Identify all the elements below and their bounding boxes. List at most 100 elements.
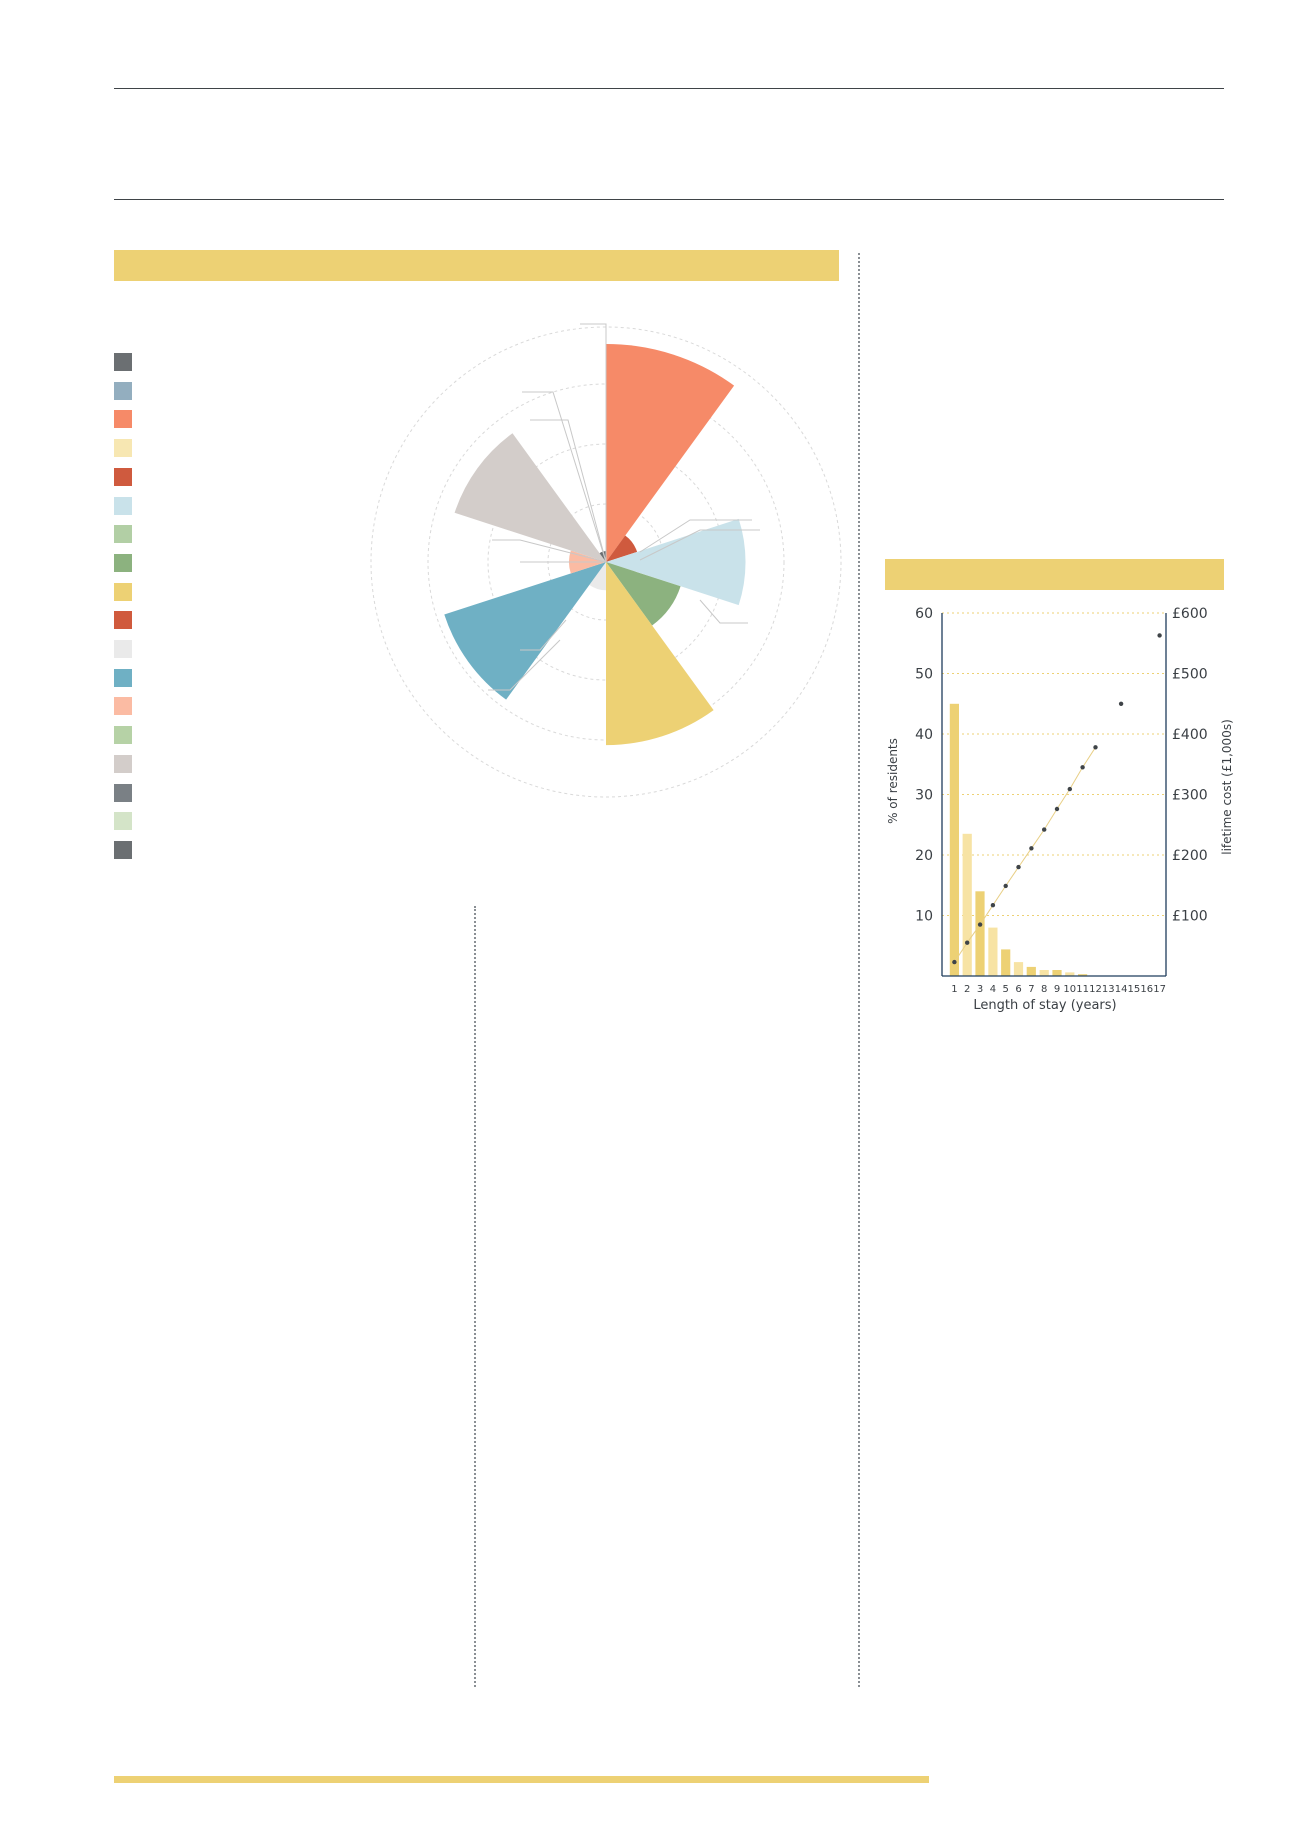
legend-swatch — [114, 467, 132, 486]
chart2-bar — [962, 833, 972, 976]
chart2-x-tick-label: 14 — [1115, 984, 1128, 995]
chart2-x-tick-label: 17 — [1153, 984, 1166, 995]
rose-segment — [599, 551, 606, 562]
rose-leader-line — [520, 619, 567, 651]
chart2-right-tick-label: £500 — [1172, 667, 1208, 683]
chart2-cost-point — [990, 903, 996, 908]
column-divider-middle — [474, 906, 476, 1687]
legend-swatch — [114, 840, 132, 859]
chart2-x-tick-label: 5 — [1003, 984, 1009, 995]
rose-segment — [606, 535, 638, 562]
chart2-x-tick-label: 7 — [1028, 984, 1034, 995]
chart2-bar — [1078, 974, 1088, 976]
chart2-right-axis-label: lifetime cost (£1,000s) — [1220, 719, 1234, 855]
chart2-right-tick-label: £300 — [1172, 788, 1208, 804]
chart2-axes — [941, 613, 1167, 977]
rose-leader-line — [488, 639, 561, 691]
top-rule — [114, 88, 1224, 89]
legend-swatch — [114, 410, 132, 429]
chart2-x-tick-label: 16 — [1140, 984, 1153, 995]
chart2-cost-point — [1016, 864, 1021, 870]
chart2-cost-point — [1054, 806, 1060, 812]
legend-swatch — [114, 754, 132, 773]
chart2-cost-trend-line — [953, 747, 1096, 963]
legend-swatch — [114, 640, 132, 658]
chart2-cost-point — [977, 922, 983, 927]
rose-segment — [606, 562, 681, 626]
legend-swatch — [114, 668, 132, 687]
chart2-bar — [1026, 966, 1036, 976]
column-divider-right — [858, 253, 860, 1687]
legend-swatch — [114, 726, 132, 745]
chart2-left-tick-label: 30 — [915, 788, 933, 804]
chart2-x-tick-label: 3 — [977, 984, 983, 995]
chart2-x-tick-label: 9 — [1054, 984, 1060, 995]
legend-swatch — [114, 812, 132, 831]
rose-leader-line — [639, 529, 760, 561]
chart2-cost-point — [965, 940, 970, 945]
chart2-right-tick-label: £200 — [1172, 848, 1208, 864]
chart2-x-tick-label: 1 — [951, 984, 957, 995]
legend-swatch — [114, 525, 132, 544]
legend-swatch — [114, 496, 132, 515]
chart2-bars — [949, 703, 1088, 977]
legend-swatch — [114, 697, 132, 716]
rose-leader-line — [580, 323, 607, 562]
rose-ring — [427, 383, 785, 741]
chart2-bar — [949, 703, 959, 977]
chart2-cost-point — [1157, 633, 1162, 638]
chart2-x-tick-label: 11 — [1076, 984, 1089, 995]
chart2-bar — [1052, 970, 1062, 976]
legend-swatch — [114, 783, 132, 802]
rose-leader-lines — [488, 323, 760, 691]
chart2-x-tick-label: 15 — [1128, 984, 1141, 995]
rose-segment — [444, 562, 606, 700]
chart2-cost-point — [952, 959, 957, 965]
chart2-cost-trend — [953, 747, 1096, 963]
legend-swatch — [114, 553, 132, 572]
chart2-bar — [1065, 972, 1075, 976]
legend-swatch — [114, 611, 132, 630]
chart2-right-tick-label: £100 — [1172, 909, 1208, 925]
chart2-cost-points — [952, 633, 1162, 965]
chart2-left-tick-label: 40 — [915, 727, 933, 743]
rose-leader-line — [530, 419, 607, 563]
chart2-bar — [1013, 962, 1024, 976]
left-section-band — [114, 250, 839, 281]
rose-segments — [444, 343, 746, 746]
chart2-right-tick-label: £400 — [1172, 727, 1208, 743]
chart2-cost-point — [1093, 745, 1098, 750]
chart2-x-tick-label: 4 — [990, 984, 996, 995]
rose-leader-line — [492, 539, 607, 563]
chart2-right-tick-label: £600 — [1172, 606, 1208, 622]
chart2-x-axis-label: Length of stay (years) — [973, 998, 1116, 1013]
rose-segment — [606, 518, 746, 606]
rose-leader-line — [639, 519, 752, 553]
chart2-x-tick-label: 2 — [964, 984, 970, 995]
chart2-cost-point — [1003, 883, 1008, 889]
chart2-gridlines — [942, 612, 1166, 916]
chart2-bar — [975, 891, 985, 976]
chart2-cost-point — [1080, 765, 1085, 770]
chart2-cost-point — [1067, 786, 1073, 792]
chart2-left-tick-label: 50 — [915, 667, 933, 683]
chart2-cost-point — [1042, 827, 1047, 832]
footer-band — [114, 1776, 929, 1783]
rose-leader-line — [699, 599, 748, 624]
chart2-x-tick-label: 13 — [1102, 984, 1115, 995]
chart2-cost-point — [1029, 846, 1034, 851]
chart2-x-tick-label: 12 — [1089, 984, 1102, 995]
rose-segment — [606, 343, 735, 562]
chart2-left-tick-label: 20 — [915, 848, 933, 864]
rose-segment — [454, 433, 606, 562]
chart2-left-tick-label: 60 — [915, 606, 933, 622]
chart2-x-tick-label: 10 — [1063, 984, 1076, 995]
chart2-bar — [988, 927, 998, 976]
chart2-bar — [1039, 970, 1049, 976]
chart2-left-axis-label: % of residents — [886, 738, 900, 824]
chart2-x-tick-label: 6 — [1015, 984, 1021, 995]
legend-swatch — [114, 381, 132, 400]
chart2-bar — [1001, 949, 1011, 976]
